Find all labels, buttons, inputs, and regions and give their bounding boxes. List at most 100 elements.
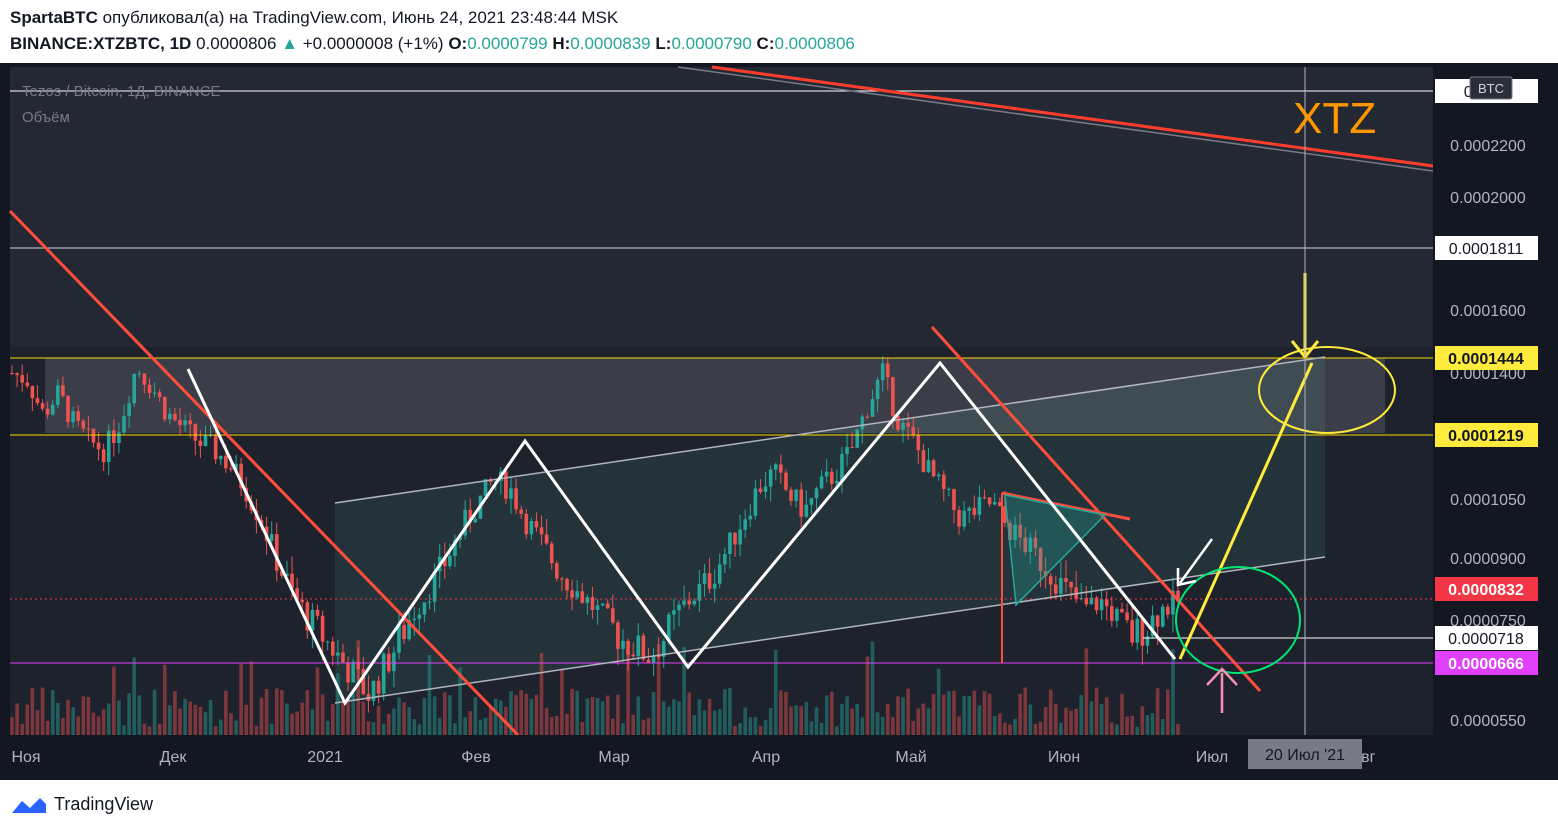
volume-bar bbox=[901, 697, 905, 735]
candle-body bbox=[300, 599, 305, 603]
price-label-box[interactable] bbox=[1435, 651, 1538, 675]
candle-body bbox=[15, 373, 19, 376]
yellow-projection-line[interactable] bbox=[1178, 362, 1314, 660]
candle-body bbox=[840, 454, 844, 481]
volume-bar bbox=[611, 718, 615, 735]
volume-bar bbox=[1155, 688, 1160, 735]
price-label-box[interactable] bbox=[1435, 236, 1538, 260]
volume-bar bbox=[667, 706, 671, 735]
candle-body bbox=[641, 635, 646, 660]
high-value: 0.0000839 bbox=[570, 34, 651, 53]
volume-bar bbox=[585, 698, 590, 735]
volume-bar bbox=[860, 717, 865, 735]
crosshair-date-label: 20 Июл '21 bbox=[1265, 747, 1345, 764]
price-label-text: 0.0000718 bbox=[1448, 631, 1524, 648]
candle-body bbox=[931, 460, 936, 477]
grey-trend-line[interactable] bbox=[677, 66, 1434, 172]
price-label-box[interactable] bbox=[1435, 626, 1538, 650]
volume-bar bbox=[952, 690, 956, 735]
price-label-text: 0.0001219 bbox=[1448, 428, 1524, 445]
volume-bar bbox=[239, 663, 243, 735]
candle-body bbox=[1104, 599, 1109, 607]
long-red-trend-line[interactable] bbox=[711, 65, 1434, 168]
candle-body bbox=[20, 375, 24, 383]
candle-body bbox=[947, 488, 951, 490]
candle-body bbox=[514, 488, 518, 510]
candle-body bbox=[901, 422, 905, 430]
volume-bar bbox=[1125, 716, 1129, 735]
triangle-top-line[interactable] bbox=[1001, 491, 1131, 521]
candle-body bbox=[448, 555, 452, 567]
volume-bar bbox=[560, 669, 564, 735]
xtz-annotation[interactable]: XTZ bbox=[1293, 94, 1376, 143]
volume-bar bbox=[819, 722, 824, 735]
downtrend-line-left[interactable] bbox=[8, 209, 520, 737]
volume-bar bbox=[137, 695, 142, 735]
volume-bar bbox=[259, 697, 264, 735]
volume-bar bbox=[896, 696, 900, 735]
volume-bar bbox=[728, 688, 732, 735]
yellow-target-circle[interactable] bbox=[1258, 346, 1396, 434]
volume-bar bbox=[631, 714, 635, 735]
volume-bar bbox=[763, 719, 768, 735]
author-name[interactable]: SpartaBTC bbox=[10, 8, 98, 27]
triangle-pattern[interactable] bbox=[1004, 494, 1107, 607]
downtrend-line-right[interactable] bbox=[930, 325, 1262, 693]
volume-bar bbox=[850, 708, 854, 735]
candle-body bbox=[188, 420, 193, 425]
volume-bar bbox=[117, 700, 121, 735]
volume-bar bbox=[936, 668, 941, 735]
tradingview-logo[interactable]: TradingView bbox=[10, 794, 153, 815]
candle-body bbox=[173, 413, 177, 421]
volume-bar bbox=[555, 715, 559, 735]
candle-body bbox=[962, 510, 966, 527]
chart-frame[interactable]: Tezos / Bitcoin, 1Д, BINANCE Объём XTZ 0… bbox=[0, 63, 1558, 780]
price-axis[interactable] bbox=[1433, 63, 1558, 735]
time-tick-label: Июл bbox=[1196, 749, 1228, 766]
price-label-box[interactable] bbox=[1435, 577, 1538, 601]
candle-body bbox=[600, 603, 605, 606]
volume-bar bbox=[66, 699, 70, 735]
volume-bar bbox=[738, 723, 742, 735]
volume-bar bbox=[692, 715, 697, 735]
candle-body bbox=[137, 373, 142, 375]
candle-body bbox=[651, 655, 656, 664]
candle-body bbox=[885, 363, 890, 378]
volume-bar bbox=[509, 691, 513, 735]
candle-body bbox=[977, 497, 982, 515]
candle-body bbox=[1099, 599, 1104, 611]
volume-bar bbox=[1018, 693, 1022, 735]
volume-bar bbox=[524, 693, 529, 735]
candle-body bbox=[539, 527, 544, 535]
candle-body bbox=[183, 420, 187, 426]
volume-bar bbox=[804, 701, 809, 735]
candle-body bbox=[916, 435, 921, 451]
candle-body bbox=[860, 416, 865, 430]
white-arrow-line[interactable] bbox=[1178, 538, 1214, 584]
volume-bar bbox=[529, 698, 534, 735]
candle-body bbox=[10, 373, 14, 374]
upper-shade bbox=[10, 67, 1433, 347]
price-label-box[interactable] bbox=[1435, 423, 1538, 447]
candle-body bbox=[575, 591, 579, 598]
candle-body bbox=[549, 543, 554, 564]
legend-volume: Объём bbox=[22, 109, 70, 126]
candle-body bbox=[290, 573, 294, 589]
candle-body bbox=[753, 488, 758, 516]
candle-body bbox=[453, 539, 457, 556]
price-label-box[interactable] bbox=[1435, 346, 1538, 370]
price-label-text: 0.0001811 bbox=[1449, 241, 1524, 258]
candle-body bbox=[315, 609, 320, 616]
volume-bar bbox=[651, 692, 656, 735]
currency-badge[interactable] bbox=[1469, 76, 1513, 100]
volume-bar bbox=[96, 716, 101, 735]
price-chart[interactable]: Tezos / Bitcoin, 1Д, BINANCE Объём XTZ 0… bbox=[0, 63, 1558, 780]
volume-bar bbox=[381, 723, 386, 735]
candle-body bbox=[1028, 537, 1033, 552]
candle-body bbox=[631, 654, 635, 657]
green-support-circle[interactable] bbox=[1175, 566, 1301, 674]
candle-body bbox=[738, 529, 742, 545]
w-pattern-zigzag[interactable] bbox=[186, 360, 1177, 707]
candle-body bbox=[763, 486, 768, 492]
time-tick-label: Фев bbox=[461, 749, 491, 766]
